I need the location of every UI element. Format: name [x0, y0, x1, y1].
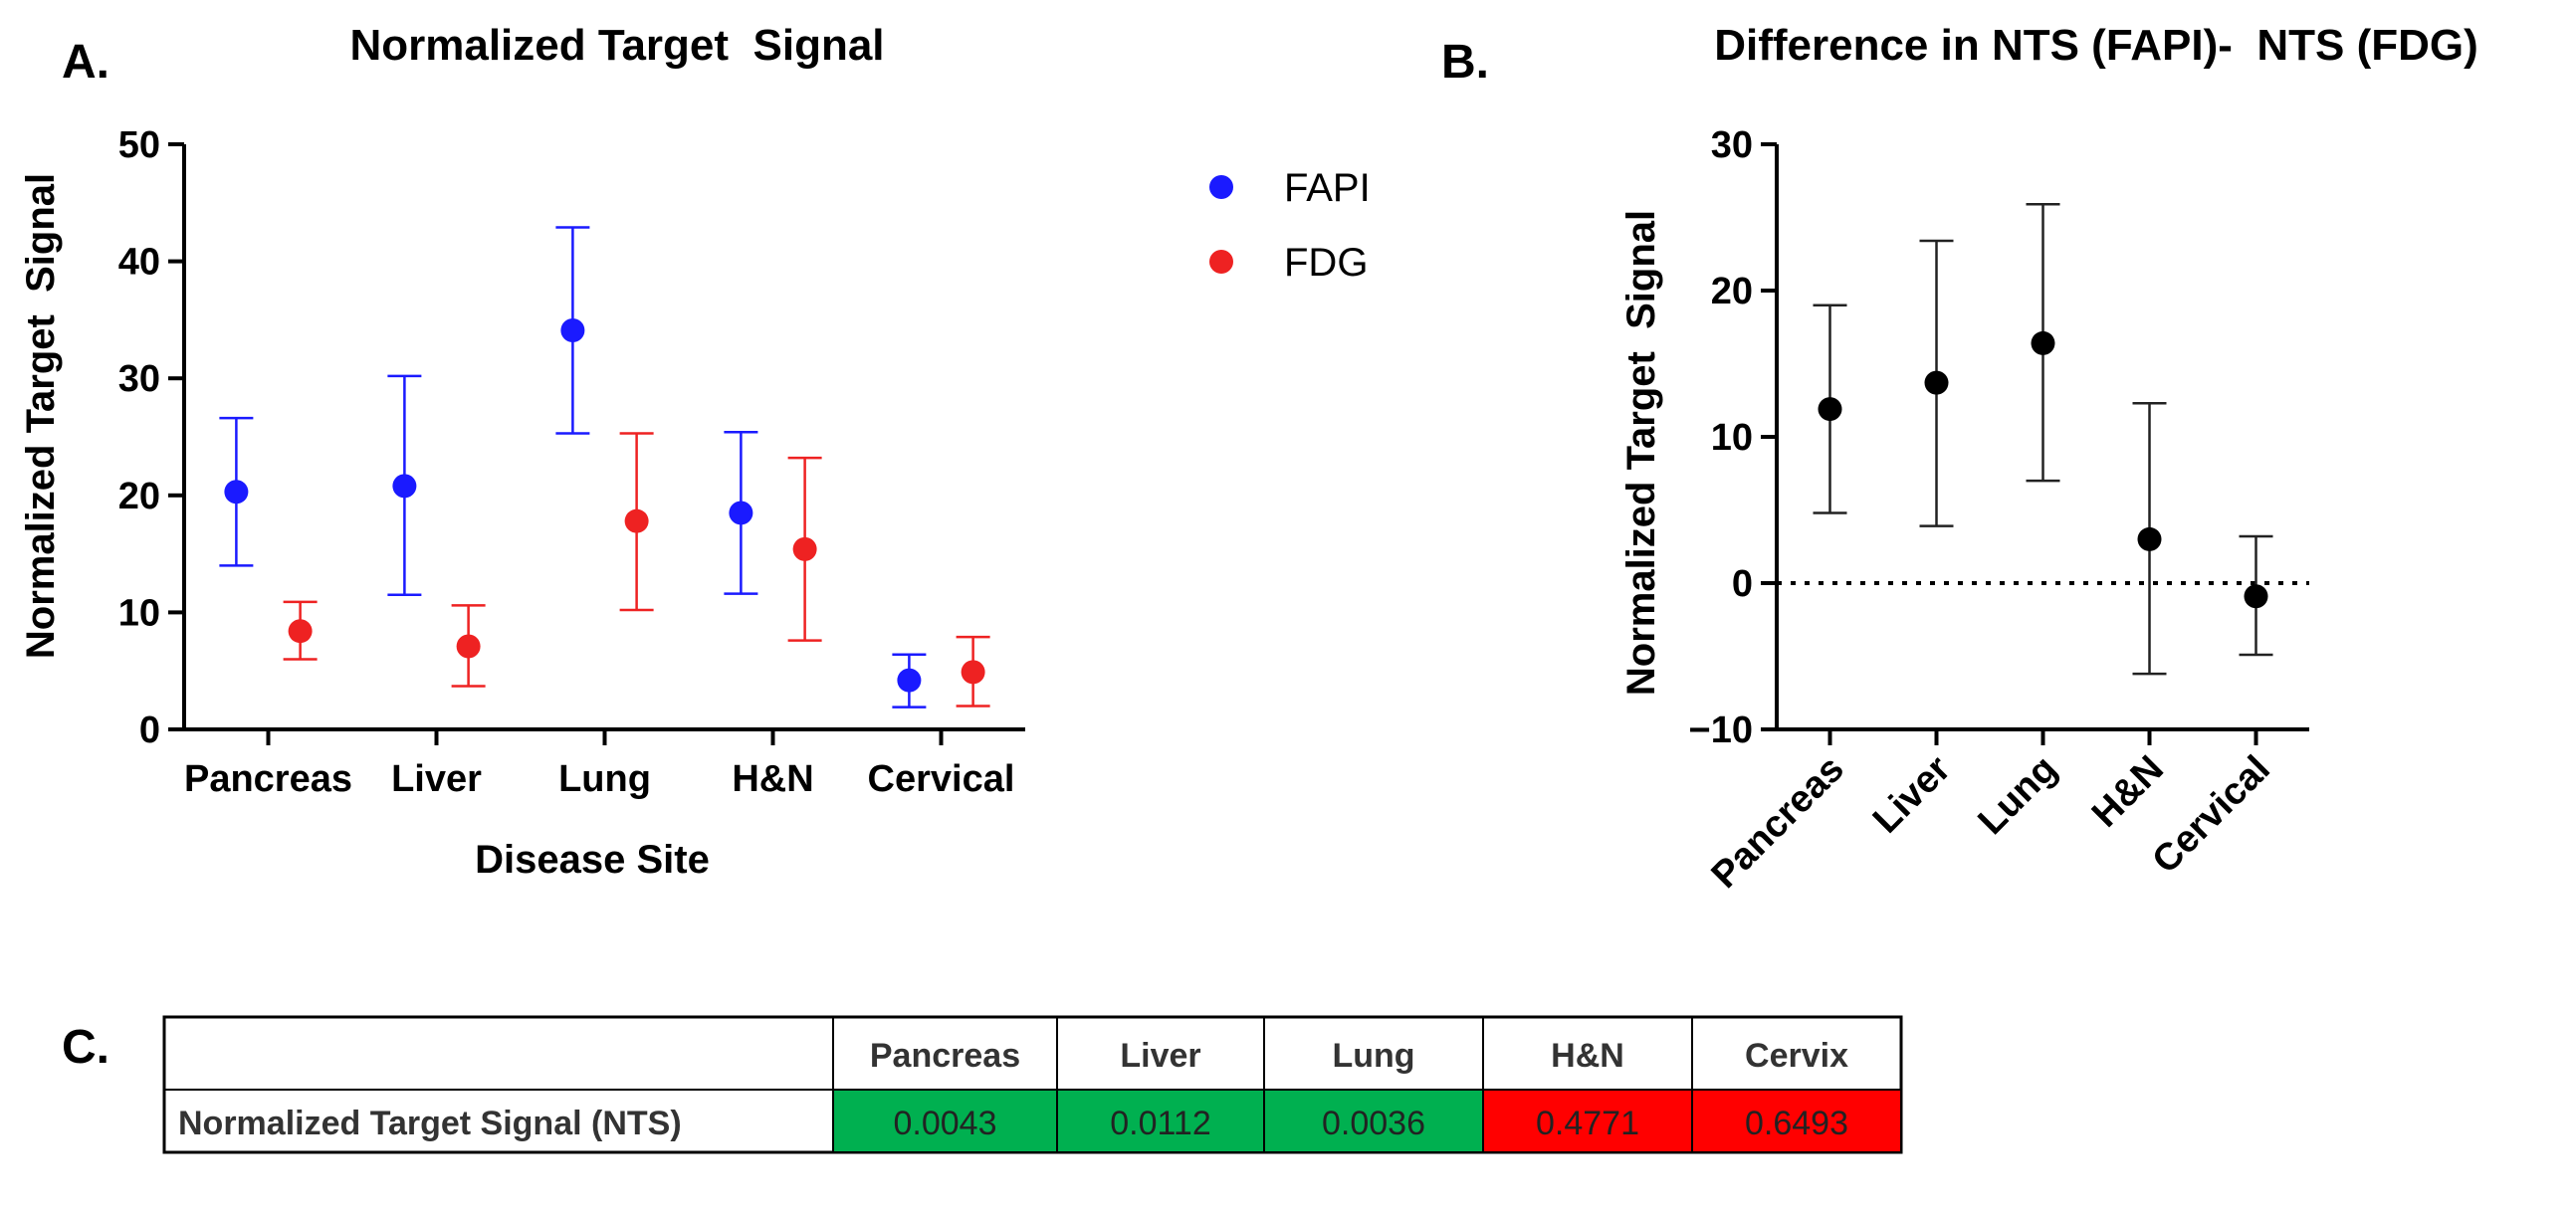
chart-a-x-tick-label-pancreas: Pancreas	[184, 758, 352, 800]
nts-value-h-n: 0.4771	[1536, 1105, 1639, 1142]
chart-b-x-tick-label-pancreas: Pancreas	[1704, 748, 1852, 897]
legend-fapi-label: FAPI	[1284, 166, 1371, 210]
chart-b-x-tick-label-liver: Liver	[1865, 748, 1959, 842]
chart-b-difference-cervical-point	[2244, 584, 2268, 609]
nts-table: Pancreas Liver Lung H&N Cervix Normalized Tar…	[162, 1015, 1903, 1154]
chart-a-x-tick-label-h-n: H&N	[732, 758, 813, 800]
chart-a-title: Normalized Target Signal	[349, 21, 884, 70]
nts-value-pancreas: 0.0043	[894, 1105, 997, 1142]
nts-header-pancreas: Pancreas	[870, 1037, 1020, 1075]
chart-a-fapi-cervical-point	[897, 668, 922, 693]
nts-header-lung: Lung	[1332, 1037, 1414, 1075]
nts-header-liver: Liver	[1120, 1037, 1200, 1075]
chart-a-x-tick-label-liver: Liver	[391, 758, 482, 800]
chart-a-fdg-liver-point	[456, 634, 481, 659]
nts-cell-bg-liver	[1056, 1089, 1265, 1153]
nts-cell-bg-h-n	[1482, 1089, 1693, 1153]
panel-b: B. Difference in NTS (FAPI)- NTS (FDG) N…	[1441, 21, 2478, 897]
nts-cell-bg-lung	[1263, 1089, 1484, 1153]
chart-b-difference-lung-point	[2031, 330, 2055, 355]
legend-fdg-label: FDG	[1284, 241, 1368, 285]
legend-fapi-marker	[1209, 175, 1233, 199]
chart-b-y-tick-label: −10	[1689, 709, 1753, 751]
legend-fdg-marker	[1209, 250, 1233, 274]
chart-b-x-tick-label-cervical: Cervical	[2145, 748, 2278, 882]
chart-b-difference-pancreas-point	[1818, 397, 1842, 422]
nts-value-lung: 0.0036	[1322, 1105, 1425, 1142]
chart-a-x-tick-label-cervical: Cervical	[868, 758, 1015, 800]
chart-a-y-tick-label: 0	[139, 709, 160, 751]
panel-b-label: B.	[1441, 36, 1489, 89]
nts-cell-bg-pancreas	[832, 1089, 1058, 1153]
panel-a: A. Normalized Target Signal Normalized T…	[19, 21, 1371, 882]
nts-header-cervix: Cervix	[1745, 1037, 1848, 1075]
panel-c-label: C.	[62, 1021, 109, 1074]
chart-b-title: Difference in NTS (FAPI)- NTS (FDG)	[1714, 21, 2478, 70]
chart-b-y-tick-label: 0	[1732, 563, 1753, 605]
chart-b-ylabel: Normalized Target Signal	[1619, 210, 1663, 696]
nts-value-cervix: 0.6493	[1745, 1105, 1848, 1142]
chart-a-fdg-h-n-point	[792, 536, 817, 561]
chart-a-plot: 0 10 20 30 40 50 Pancreas Liver Lung H&N Cervical	[118, 124, 1025, 800]
chart-a-fapi-h-n-point	[729, 501, 753, 525]
chart-b-x-tick-label-h-n: H&N	[2084, 748, 2172, 836]
chart-a-y-tick-label: 10	[118, 592, 160, 634]
chart-a-x-tick-label-lung: Lung	[558, 758, 651, 800]
chart-a-fdg-cervical-point	[961, 660, 985, 685]
nts-row-label: Normalized Target Signal (NTS)	[178, 1105, 682, 1142]
nts-header-h-n: H&N	[1551, 1037, 1624, 1075]
chart-b-x-tick-label-lung: Lung	[1971, 748, 2065, 843]
chart-a-fapi-lung-point	[560, 317, 585, 342]
chart-b-difference-h-n-point	[2137, 526, 2162, 551]
chart-a-y-tick-label: 40	[118, 242, 160, 284]
chart-a-y-tick-label: 50	[118, 124, 160, 166]
chart-a-fapi-liver-point	[392, 474, 417, 499]
chart-a-fapi-pancreas-point	[224, 480, 249, 505]
chart-b-difference-liver-point	[1924, 370, 1949, 395]
panel-c: C. Pancreas Liver Lung H&N Cervix Normalized …	[62, 1015, 1903, 1154]
panel-a-label: A.	[62, 36, 109, 89]
chart-b-y-tick-label: 20	[1711, 271, 1753, 312]
nts-cell-bg-cervix	[1691, 1089, 1902, 1153]
chart-a-fdg-lung-point	[624, 508, 649, 533]
chart-a-legend: FAPI FDG	[1209, 166, 1371, 285]
chart-b-y-tick-label: 30	[1711, 124, 1753, 166]
chart-b-y-tick-label: 10	[1711, 417, 1753, 459]
nts-value-liver: 0.0112	[1110, 1105, 1210, 1142]
chart-a-fdg-pancreas-point	[288, 619, 313, 644]
chart-a-xlabel: Disease Site	[475, 838, 710, 882]
chart-a-y-tick-label: 20	[118, 476, 160, 517]
chart-a-ylabel: Normalized Target Signal	[19, 173, 63, 659]
chart-a-y-tick-label: 30	[118, 358, 160, 400]
